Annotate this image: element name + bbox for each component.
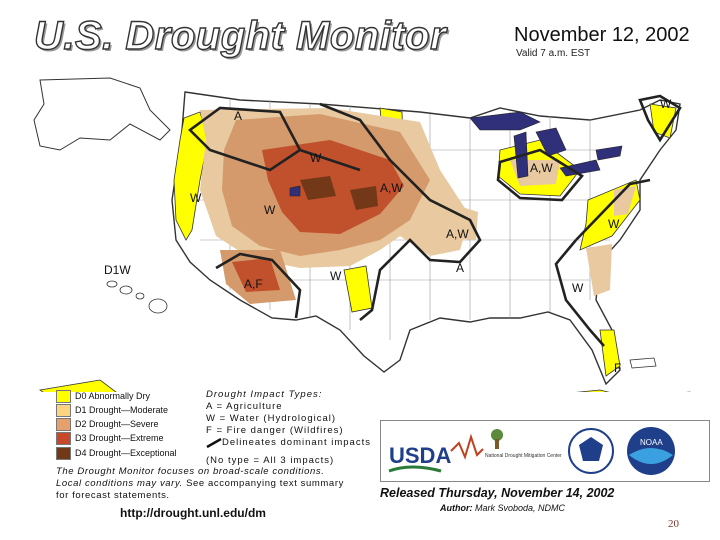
usda-logo: USDA xyxy=(389,443,451,468)
release-date: Released Thursday, November 14, 2002 xyxy=(380,486,615,500)
legend-label-d1: D1 Drought—Moderate xyxy=(75,405,169,415)
puerto-rico xyxy=(629,357,657,369)
impact-lines xyxy=(188,94,682,347)
usda-swoosh-icon xyxy=(388,465,442,473)
drought-wave-icon xyxy=(450,433,484,460)
noaa-logo-text: NOAA xyxy=(640,438,663,447)
legend-label-d3: D3 Drought—Extreme xyxy=(75,433,164,443)
impact-types: Drought Impact Types: A = Agriculture W … xyxy=(206,389,371,467)
impact-a: A = Agriculture xyxy=(206,401,283,412)
label-sw-af: A,F xyxy=(244,277,263,291)
impact-labels: W A W W W A,W A,W A,W W W A W A,F D1W F xyxy=(104,97,672,375)
legend-item-d4: D4 Drought—Exceptional xyxy=(56,446,177,460)
label-dakota-aw: A,W xyxy=(380,181,403,195)
valid-time: Valid 7 a.m. EST xyxy=(516,48,591,59)
commerce-seal-icon xyxy=(568,428,614,474)
impact-heading: Drought Impact Types: xyxy=(206,389,323,400)
label-rockies-w: W xyxy=(264,203,276,217)
page-number: 20 xyxy=(668,518,679,530)
legend-label-d4: D4 Drought—Exceptional xyxy=(75,448,177,458)
ndmc-tree-icon xyxy=(491,429,503,449)
legend-label-d2: D2 Drought—Severe xyxy=(75,419,159,429)
impact-w: W = Water (Hydrological) xyxy=(206,413,337,424)
label-plains-w: W xyxy=(310,151,322,165)
great-lakes xyxy=(289,111,623,197)
legend-swatch-d4 xyxy=(56,446,71,460)
impact-none: (No type = All 3 impacts) xyxy=(206,455,335,466)
source-url[interactable]: http://drought.unl.edu/dm xyxy=(120,506,266,520)
footnote-line1: The Drought Monitor focuses on broad-sca… xyxy=(56,466,325,477)
legend-item-d1: D1 Drought—Moderate xyxy=(56,403,168,417)
legend-item-d0: D0 Abnormally Dry xyxy=(56,389,150,403)
label-ne-w: W xyxy=(660,97,672,111)
alaska xyxy=(33,77,171,151)
label-midwest-aw: A,W xyxy=(446,227,469,241)
noaa-logo-icon: NOAA xyxy=(627,427,675,475)
impact-line-icon xyxy=(206,438,222,448)
footnote: The Drought Monitor focuses on broad-sca… xyxy=(56,466,366,502)
logos-svg: USDA National Drought Mitigation Center … xyxy=(388,427,675,475)
label-lakes-aw: A,W xyxy=(530,161,553,175)
label-hawaii-d1w: D1W xyxy=(104,263,131,277)
label-florida-f: F xyxy=(614,361,621,375)
legend-item-d3: D3 Drought—Extreme xyxy=(56,431,164,445)
label-ok-a: A xyxy=(456,261,464,275)
author-name: Mark Svoboda, NDMC xyxy=(475,503,566,513)
label-mid-atlantic-w: W xyxy=(608,217,620,231)
legend-swatch-d2 xyxy=(56,417,71,431)
legend-swatch-d1 xyxy=(56,403,71,417)
drought-map: W A W W W A,W A,W A,W W W A W A,F D1W F xyxy=(33,77,691,392)
legend-swatch-d0 xyxy=(56,389,71,403)
legend-label-d0: D0 Abnormally Dry xyxy=(75,391,151,401)
impact-f: F = Fire danger (Wildfires) xyxy=(206,425,344,436)
impact-line-row: Delineates dominant impacts xyxy=(206,437,371,449)
label-nw-a: A xyxy=(234,109,242,123)
author: Author: Mark Svoboda, NDMC xyxy=(440,503,565,513)
label-se-w: W xyxy=(572,281,584,295)
map-date: November 12, 2002 xyxy=(514,24,690,46)
label-ca-w: W xyxy=(190,191,202,205)
impact-line-label: Delineates dominant impacts xyxy=(222,437,371,448)
footnote-line3: for forecast statements. xyxy=(56,490,170,501)
page-title: U.S. Drought Monitor xyxy=(33,13,447,58)
label-texas-w: W xyxy=(330,269,342,283)
author-label: Author: xyxy=(440,503,473,513)
legend-item-d2: D2 Drought—Severe xyxy=(56,417,159,431)
ndmc-logo-text: National Drought Mitigation Center xyxy=(485,453,562,459)
footnote-line2: Local conditions may vary. xyxy=(56,478,183,489)
hawaii xyxy=(106,280,168,314)
footnote-line2b: See accompanying text summary xyxy=(182,478,344,489)
d4-areas xyxy=(300,176,378,210)
logos-panel: USDA National Drought Mitigation Center … xyxy=(380,420,710,482)
legend-swatch-d3 xyxy=(56,431,71,445)
